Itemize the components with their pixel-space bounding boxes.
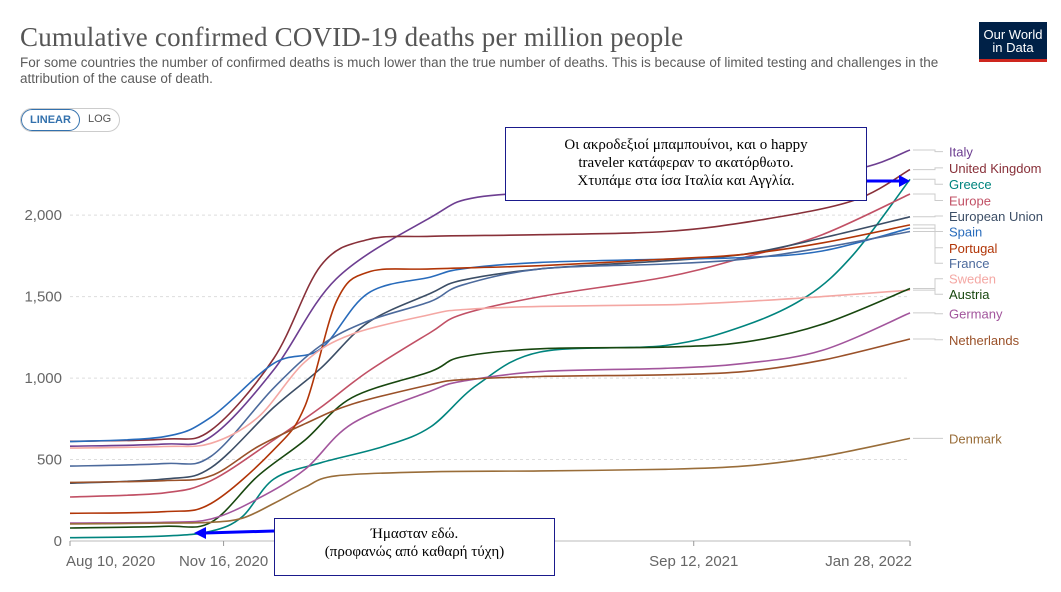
series-line-sweden [69, 289, 911, 449]
x-tick-label: Nov 16, 2020 [179, 553, 268, 570]
series-label-connector [913, 338, 943, 341]
series-line-denmark [69, 437, 911, 525]
series-label-connector [913, 231, 943, 264]
series-label-connector [913, 288, 943, 295]
series-label-portugal: Portugal [949, 241, 998, 256]
series-label-connector [913, 215, 943, 218]
annotation-arrows [194, 175, 910, 539]
scale-toggle: LINEAR LOG [20, 108, 121, 132]
annotation-bottom-line-2: (προφανώς από καθαρή τύχη) [324, 544, 505, 560]
series-line-germany [69, 312, 911, 524]
chart-subtitle: For some countries the number of confirm… [20, 55, 939, 86]
annotation-top-line-3: Χτυπάμε στα ίσα Ιταλία και Αγγλία. [577, 173, 795, 189]
series-label-sweden: Sweden [949, 272, 996, 287]
y-axis: 0 500 1,000 1,500 2,000 [24, 207, 62, 550]
y-tick-label: 0 [54, 533, 62, 550]
logo-line-2: in Data [992, 40, 1034, 55]
series-label-spain: Spain [949, 224, 982, 239]
series-label-austria: Austria [949, 287, 990, 302]
annotation-arrowhead-top [899, 175, 910, 187]
series-line-spain [69, 227, 911, 443]
series-label-italy: Italy [949, 145, 973, 160]
annotation-bottom-line-1: Ήμασταν εδώ. [370, 526, 459, 542]
series-line-austria [69, 287, 911, 529]
x-tick-label: Aug 10, 2020 [66, 553, 155, 570]
series-line-europe [69, 193, 911, 498]
annotation-arrowhead-bottom [194, 527, 206, 539]
x-tick-label: Sep 12, 2021 [649, 553, 738, 570]
y-tick-label: 1,500 [24, 289, 62, 306]
series-label-connector [913, 149, 943, 153]
series-label-europe: Europe [949, 194, 991, 209]
log-scale-button[interactable]: LOG [87, 113, 112, 125]
series-line-france [69, 230, 911, 467]
series-label-connector [913, 178, 943, 185]
annotation-arrow-bottom [204, 529, 275, 535]
series-label-european-union: European Union [949, 209, 1043, 224]
y-tick-label: 2,000 [24, 207, 62, 224]
series-label-connector [913, 312, 943, 315]
series-label-connector [913, 193, 943, 201]
series-label-france: France [949, 256, 989, 271]
series-label-germany: Germany [949, 307, 1003, 322]
x-tick-label: Jan 28, 2022 [825, 553, 912, 570]
series-label-denmark: Denmark [949, 431, 1002, 446]
annotation-callout-top: Οι ακροδεξιοί μπαμπουίνοι, και ο happy t… [505, 127, 867, 201]
series-line-greece [69, 178, 911, 539]
annotation-callout-bottom: Ήμασταν εδώ. (προφανώς από καθαρή τύχη) [274, 518, 555, 576]
y-tick-label: 1,000 [24, 370, 62, 387]
series-line-portugal [69, 224, 911, 515]
series-line-united-kingdom [69, 168, 911, 443]
series-lines [69, 149, 911, 539]
series-label-netherlands: Netherlands [949, 333, 1020, 348]
annotation-top-line-1: Οι ακροδεξιοί μπαμπουίνοι, και ο happy [564, 137, 808, 153]
series-label-connector [913, 167, 943, 171]
series-label-greece: Greece [949, 177, 992, 192]
chart-title: Cumulative confirmed COVID-19 deaths per… [20, 22, 684, 52]
logo-line-1: Our World [983, 27, 1043, 42]
series-label-united-kingdom: United Kingdom [949, 161, 1042, 176]
y-tick-label: 500 [37, 452, 62, 469]
linear-scale-button[interactable]: LINEAR [21, 109, 80, 131]
series-line-netherlands [69, 338, 911, 484]
annotation-top-line-2: traveler κατάφεραν το ακατόρθωτο. [578, 155, 794, 171]
owid-logo[interactable]: Our World in Data [979, 22, 1047, 62]
series-label-connector [913, 278, 943, 291]
